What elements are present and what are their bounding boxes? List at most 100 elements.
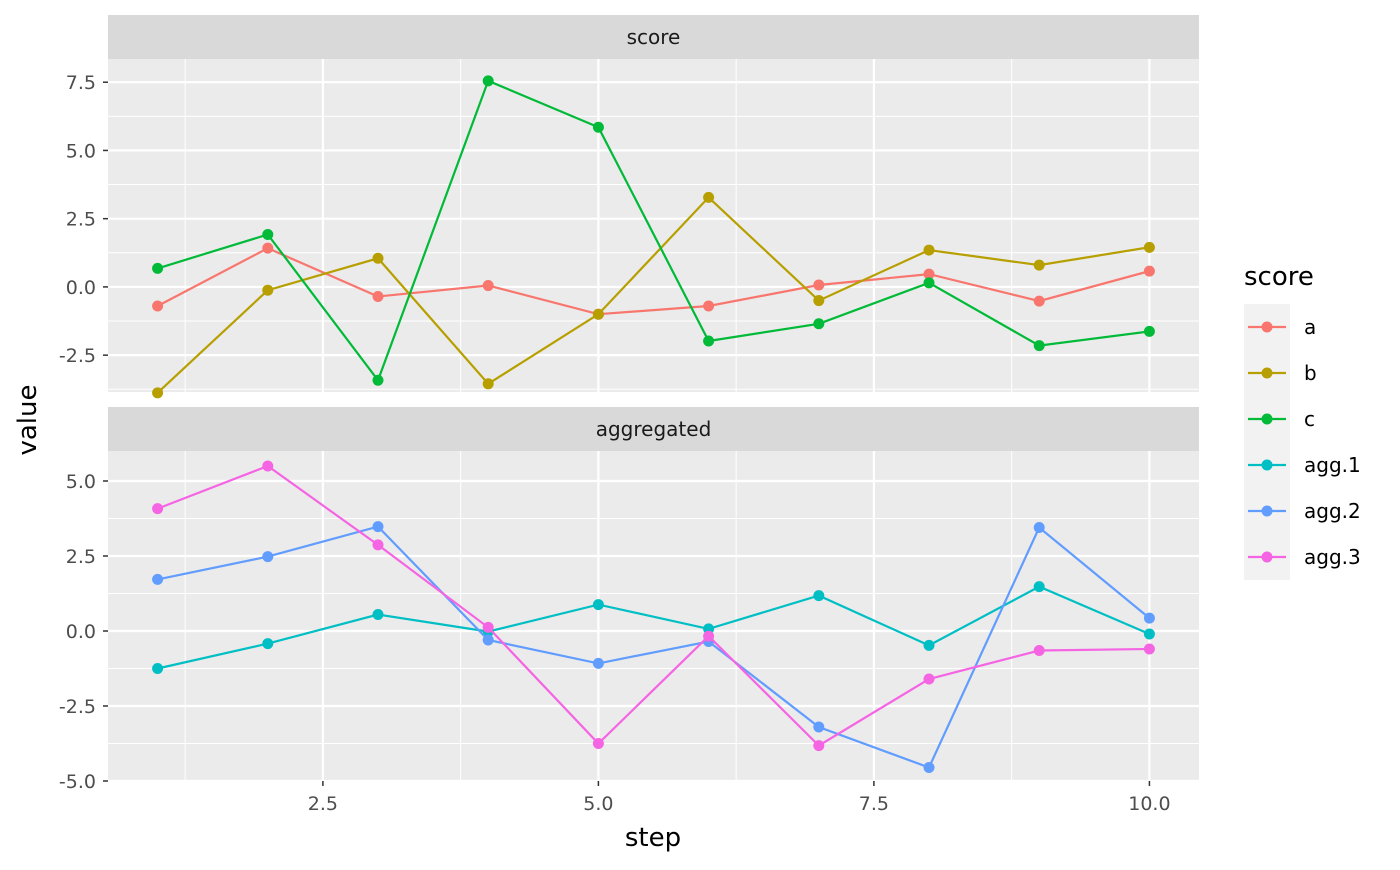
data-point-a (1033, 295, 1045, 307)
y-tick-label: 0.0 (66, 621, 96, 643)
y-tick-label: 0.0 (66, 277, 96, 299)
data-point-c (372, 374, 384, 386)
data-point-a (1143, 265, 1155, 277)
x-tick-label: 2.5 (308, 793, 338, 815)
data-point-agg.3 (592, 738, 604, 749)
data-point-agg.3 (152, 503, 164, 515)
x-tick-label: 10.0 (1128, 793, 1170, 815)
data-point-agg.2 (813, 721, 825, 733)
series-line-a (157, 246, 1150, 316)
legend-label-a: a (1304, 315, 1316, 339)
data-point-c (1033, 340, 1045, 352)
legend-label-agg.3: agg.3 (1304, 545, 1361, 569)
data-point-c (592, 121, 604, 133)
x-tick-label: 5.0 (583, 793, 613, 815)
legend-key-background (1244, 304, 1290, 580)
data-point-agg.1 (592, 599, 604, 611)
data-point-c (262, 229, 274, 241)
series-line-agg.3 (157, 464, 1150, 747)
legend-title: score (1244, 262, 1314, 292)
strip-background (108, 15, 1199, 59)
legend-key-point-a (1261, 321, 1273, 333)
data-point-c (923, 277, 935, 289)
y-axis-title: value (13, 384, 43, 455)
data-point-agg.3 (813, 740, 825, 752)
panel-aggregated: aggregated -5.0 -2.5 0.0 2.5 5.0 2.5 5.0 7.5 10.0 (59, 407, 1199, 815)
data-point-c (152, 262, 164, 274)
series-line-agg.1 (157, 585, 1150, 670)
data-point-agg.2 (262, 551, 274, 563)
data-point-a (813, 279, 825, 291)
data-point-agg.3 (482, 621, 494, 633)
data-point-agg.2 (482, 634, 494, 646)
panel-score: score -2.5 0.0 2.5 5.0 7.5 (59, 15, 1199, 399)
data-point-agg.2 (152, 573, 164, 585)
x-tick-label: 7.5 (859, 793, 889, 815)
data-point-agg.2 (1033, 522, 1045, 533)
data-point-agg.2 (1143, 612, 1155, 624)
panel-background (108, 59, 1199, 392)
data-point-c (813, 318, 825, 330)
data-point-agg.1 (152, 663, 164, 674)
data-point-agg.2 (923, 762, 935, 773)
series-line-c (157, 79, 1150, 383)
series-line-b (156, 195, 1150, 394)
data-point-agg.1 (262, 638, 274, 650)
data-point-agg.3 (1033, 645, 1045, 656)
data-point-b (262, 284, 274, 296)
data-point-b (482, 378, 494, 390)
data-point-agg.1 (372, 609, 384, 620)
data-point-a (923, 268, 935, 280)
data-point-a (262, 242, 274, 254)
y-tick-label: -5.0 (59, 771, 96, 793)
data-point-agg.2 (372, 521, 384, 533)
data-point-a (703, 300, 715, 312)
panels-layer: score -2.5 0.0 2.5 5.0 7.5 aggregated -5.0 -2.5 0… (59, 15, 1199, 815)
data-point-agg.3 (1143, 643, 1155, 655)
legend-label-c: c (1304, 407, 1315, 431)
legend-key-point-b (1261, 367, 1273, 379)
y-tick-label: 2.5 (66, 546, 96, 568)
legend-label-b: b (1304, 361, 1317, 385)
legend-key-point-agg.1 (1261, 459, 1273, 471)
legend-label-agg.2: agg.2 (1304, 499, 1361, 523)
legend-key-point-agg.3 (1261, 551, 1273, 563)
y-tick-label: 5.0 (66, 140, 96, 162)
legend: score abc agg.1 agg.2 agg.3 (1244, 262, 1361, 580)
data-point-agg.3 (923, 673, 935, 685)
data-point-agg.3 (262, 460, 274, 472)
data-point-agg.1 (1143, 628, 1155, 640)
data-point-agg.3 (703, 630, 715, 642)
y-tick-label: 5.0 (66, 471, 96, 493)
y-tick-label: 2.5 (66, 209, 96, 231)
data-point-b (592, 308, 604, 320)
strip-background (108, 407, 1199, 451)
strip-label: score (627, 25, 681, 49)
legend-key-point-c (1261, 413, 1273, 425)
y-tick-label: 7.5 (66, 72, 96, 94)
data-point-a (372, 290, 384, 302)
legend-label-agg.1: agg.1 (1304, 453, 1361, 477)
data-point-a (152, 300, 164, 312)
data-point-agg.1 (923, 639, 935, 651)
data-point-agg.1 (1033, 581, 1045, 593)
data-point-c (1143, 325, 1155, 337)
data-point-b (813, 295, 825, 307)
data-point-b (372, 252, 384, 264)
data-point-b (923, 244, 935, 256)
series-line-agg.2 (157, 525, 1151, 769)
data-point-agg.3 (372, 539, 384, 551)
legend-key-point-agg.2 (1261, 505, 1273, 517)
strip-label: aggregated (596, 417, 712, 441)
data-point-b (703, 191, 715, 203)
data-point-b (1143, 241, 1155, 253)
data-point-agg.2 (592, 657, 604, 669)
data-point-c (703, 335, 715, 347)
data-point-c (482, 75, 494, 87)
data-point-b (1033, 259, 1045, 271)
x-axis-title: step (625, 823, 681, 853)
data-point-b (152, 387, 164, 399)
data-point-a (482, 280, 494, 292)
